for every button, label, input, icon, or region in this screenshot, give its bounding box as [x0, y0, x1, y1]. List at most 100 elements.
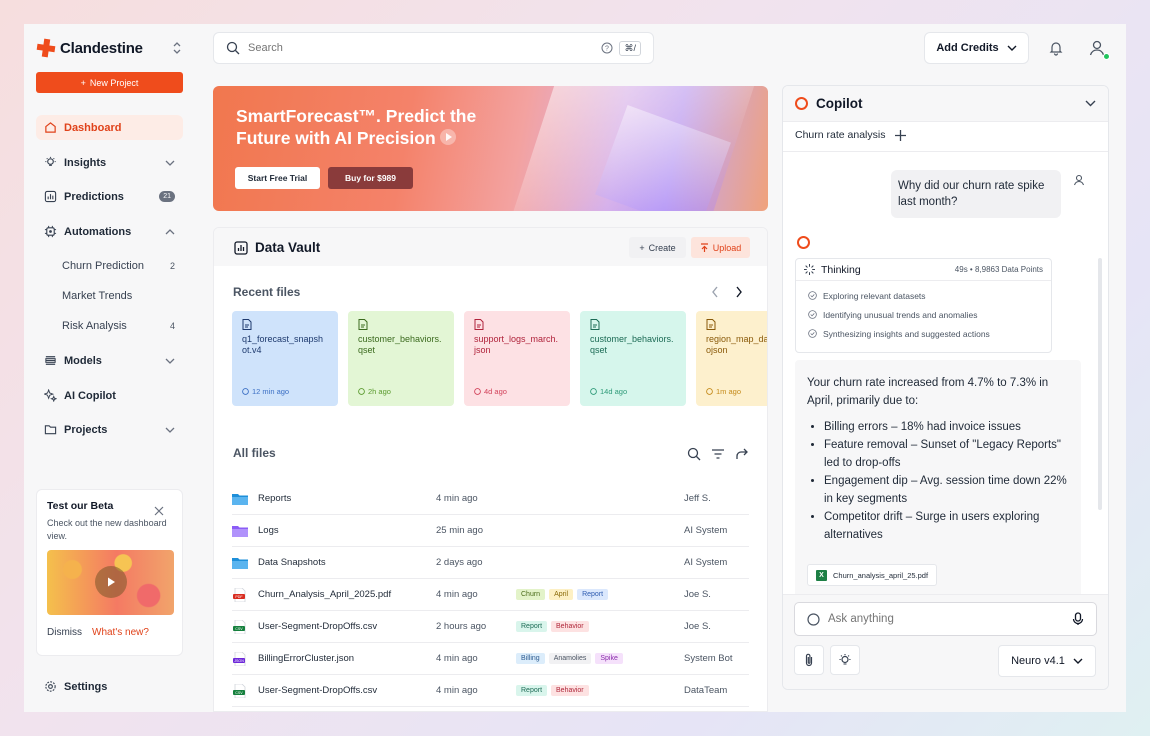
buy-button[interactable]: Buy for $989: [328, 167, 413, 189]
file-tag[interactable]: Anamolies: [548, 653, 592, 664]
table-row[interactable]: CSV User-Segment-DropOffs.csv 2 hours ago R…: [232, 611, 749, 643]
sub-risk-analysis[interactable]: Risk Analysis 4: [62, 316, 183, 336]
attachment-name: Churn_analysis_april_25.pdf: [833, 570, 929, 580]
file-tag[interactable]: April: [549, 589, 574, 600]
nav-automations[interactable]: Automations: [36, 219, 183, 244]
scrollbar[interactable]: [1098, 258, 1102, 510]
file-modified: 4 min ago: [436, 589, 478, 600]
copilot-logo-icon: [795, 97, 808, 110]
pdf-file-icon: PDF: [233, 587, 246, 602]
file-tag[interactable]: Report: [516, 685, 548, 696]
file-name: Reports: [258, 493, 292, 504]
file-modified: 4 min ago: [436, 653, 478, 664]
recent-file-time: 14d ago: [590, 387, 627, 396]
table-row[interactable]: Data Snapshots 2 days ago AI System: [232, 547, 749, 579]
search-input[interactable]: [248, 42, 602, 54]
table-row[interactable]: JSON BillingErrorCluster.json 4 min ago Bil…: [232, 643, 749, 675]
recent-file-time-text: 2h ago: [368, 387, 391, 396]
file-tag[interactable]: Churn: [516, 589, 546, 600]
app-window: Clandestine + New Project Dashboard Insig…: [24, 24, 1126, 712]
nav-predictions[interactable]: Predictions 21: [36, 184, 183, 209]
file-owner: Joe S.: [684, 589, 711, 600]
recent-file-card[interactable]: support_logs_march.json 4d ago: [464, 311, 570, 406]
attach-button[interactable]: [794, 645, 824, 675]
attachment-chip[interactable]: X Churn_analysis_april_25.pdf: [807, 564, 938, 586]
chevron-left-icon[interactable]: [711, 286, 719, 298]
whats-new-link[interactable]: What's new?: [92, 627, 149, 639]
recent-file-card[interactable]: customer_behaviors.qset 14d ago: [580, 311, 686, 406]
recent-file-time-text: 1m ago: [716, 387, 742, 396]
model-selector[interactable]: Neuro v4.1: [998, 645, 1096, 677]
chart-icon: [234, 240, 248, 255]
recent-file-time: 4d ago: [474, 387, 507, 396]
all-files-label: All files: [233, 446, 276, 460]
chevron-up-icon: [165, 228, 175, 234]
user-avatar[interactable]: [1086, 37, 1110, 60]
close-icon[interactable]: [154, 506, 164, 516]
help-icon[interactable]: ?: [601, 42, 613, 54]
file-tag[interactable]: Spike: [595, 653, 623, 664]
search-bar[interactable]: ? ⌘/: [213, 32, 654, 64]
file-tag[interactable]: Billing: [516, 653, 545, 664]
file-tags: Churn April Report: [516, 589, 684, 600]
nav-settings[interactable]: Settings: [36, 674, 183, 699]
sub-market-trends[interactable]: Market Trends: [62, 286, 183, 306]
thinking-card[interactable]: Thinking 49s • 8,9863 Data Points Explor…: [795, 258, 1052, 353]
table-row[interactable]: Reports 4 min ago Jeff S.: [232, 483, 749, 515]
file-tags: Billing Anamolies Spike: [516, 653, 684, 664]
share-icon[interactable]: [735, 447, 749, 461]
beta-title: Test our Beta: [47, 500, 114, 512]
recent-file-card[interactable]: customer_behaviors.qset 2h ago: [348, 311, 454, 406]
table-row[interactable]: Logs 25 min ago AI System: [232, 515, 749, 547]
nav-models[interactable]: Models: [36, 348, 183, 373]
create-button[interactable]: + Create: [629, 237, 686, 258]
ask-box[interactable]: [794, 602, 1097, 636]
plus-icon[interactable]: [895, 129, 907, 141]
answer-bullet: Engagement dip – Avg. session time down …: [824, 473, 1069, 509]
nav-ai-copilot[interactable]: AI Copilot: [36, 383, 183, 408]
table-row[interactable]: CSV User-Segment-DropOffs.csv 4 min ago Rep…: [232, 675, 749, 707]
start-free-trial-button[interactable]: Start Free Trial: [235, 167, 320, 189]
chevron-down-icon[interactable]: [1085, 100, 1096, 107]
search-icon[interactable]: [687, 447, 701, 461]
nav-projects[interactable]: Projects: [36, 417, 183, 442]
nav-dashboard[interactable]: Dashboard: [36, 115, 183, 140]
idea-button[interactable]: [830, 645, 860, 675]
ask-input[interactable]: [828, 613, 1072, 625]
clock-icon: [242, 388, 249, 395]
sub-churn-prediction[interactable]: Churn Prediction 2: [62, 256, 183, 276]
recent-file-card[interactable]: region_map_data.geojson 1m ago: [696, 311, 767, 406]
chevron-right-icon[interactable]: [735, 286, 743, 298]
predictions-count-badge: 21: [159, 191, 175, 202]
check-circle-icon: [808, 291, 817, 300]
upload-button[interactable]: Upload: [691, 237, 750, 258]
microphone-icon[interactable]: [1072, 612, 1084, 626]
nav-insights[interactable]: Insights: [36, 150, 183, 175]
recent-file-time-text: 12 min ago: [252, 387, 290, 396]
brand-logo-icon: [36, 38, 56, 58]
bell-icon[interactable]: [1048, 40, 1064, 56]
file-tag[interactable]: Behavior: [551, 685, 589, 696]
file-tag[interactable]: Report: [577, 589, 609, 600]
add-credits-button[interactable]: Add Credits: [924, 32, 1029, 64]
sub-risk-label: Risk Analysis: [62, 320, 127, 332]
nav-predictions-label: Predictions: [64, 190, 124, 203]
new-project-button[interactable]: + New Project: [36, 72, 183, 93]
file-tag[interactable]: Behavior: [551, 621, 589, 632]
table-row[interactable]: PDF Churn_Analysis_April_2025.pdf 4 min ag…: [232, 579, 749, 611]
paperclip-icon: [805, 653, 813, 667]
new-project-label: New Project: [89, 77, 139, 88]
all-files-table: Reports 4 min ago Jeff S. Logs 25 min ago AI …: [232, 483, 749, 707]
beta-video-thumbnail[interactable]: [47, 550, 174, 616]
svg-text:CSV: CSV: [235, 691, 243, 695]
file-tag[interactable]: Report: [516, 621, 548, 632]
filter-icon[interactable]: [711, 447, 725, 461]
play-icon[interactable]: [95, 566, 127, 599]
file-tags: Report Behavior: [516, 685, 684, 696]
recent-file-card[interactable]: q1_forecast_snapshot.v4 12 min ago: [232, 311, 338, 406]
dismiss-link[interactable]: Dismiss: [47, 627, 82, 639]
tab-churn-rate-analysis[interactable]: Churn rate analysis: [795, 129, 886, 141]
workspace-switcher[interactable]: Clandestine: [36, 38, 182, 58]
recent-file-time: 2h ago: [358, 387, 391, 396]
play-arrow-icon[interactable]: [439, 128, 456, 145]
